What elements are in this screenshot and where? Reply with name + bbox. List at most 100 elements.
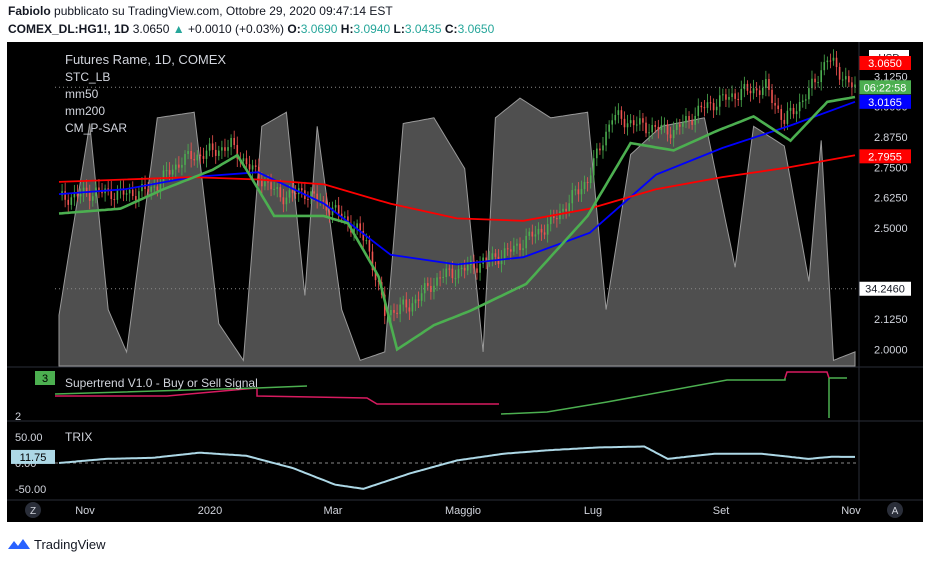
candle-body — [294, 193, 297, 195]
candle-body — [568, 203, 570, 212]
candle-body — [500, 258, 503, 265]
chart-frame[interactable]: 3.12503.00002.87502.75002.62502.50002.25… — [7, 42, 923, 522]
candle-body — [654, 125, 657, 127]
author-name[interactable]: Fabiolo — [8, 4, 51, 18]
candle-body — [780, 109, 783, 120]
candle-body — [838, 66, 841, 80]
candle-body — [187, 150, 189, 154]
price-tick-label: 2.1250 — [874, 314, 908, 326]
candle-body — [171, 169, 174, 175]
candle-body — [427, 283, 429, 286]
trix-tick-label: -50.00 — [15, 484, 46, 496]
candle-body — [368, 240, 371, 252]
candle-body — [660, 124, 663, 131]
candle-body — [319, 200, 322, 202]
candle-body — [706, 102, 709, 108]
candle-body — [276, 187, 279, 189]
candle-body — [728, 96, 730, 100]
candle-body — [337, 205, 340, 214]
candle-body — [273, 188, 275, 190]
supertrend-buy-line — [828, 377, 847, 418]
candle-body — [150, 187, 153, 192]
candle-body — [476, 268, 478, 273]
price-chart[interactable]: 3.12503.00002.87502.75002.62502.50002.25… — [7, 42, 923, 522]
candle-body — [549, 215, 552, 225]
candle-body — [184, 153, 186, 165]
candle-body — [605, 131, 607, 146]
candle-body — [371, 251, 374, 271]
candle-body — [522, 248, 524, 251]
candle-body — [159, 183, 162, 191]
candle-body — [340, 213, 343, 218]
candle-body — [107, 188, 109, 190]
candle-body — [506, 248, 509, 250]
candle-body — [430, 285, 432, 292]
price-badge-label: 34.2460 — [865, 284, 905, 296]
candle-body — [718, 95, 721, 107]
candle-body — [473, 260, 475, 269]
candle-body — [261, 179, 263, 187]
footer-brand[interactable]: TradingView — [8, 534, 106, 554]
candle-body — [165, 170, 168, 172]
candle-body — [451, 268, 454, 279]
open-value: 3.0690 — [300, 22, 338, 36]
candle-body — [88, 192, 91, 201]
candle-body — [113, 199, 116, 201]
candle-body — [786, 110, 789, 124]
candle-body — [156, 186, 159, 191]
candle-body — [70, 197, 73, 205]
candle-body — [396, 312, 398, 315]
candle-body — [482, 257, 484, 264]
candle-body — [491, 253, 494, 260]
candle-body — [110, 189, 113, 200]
legend-item-stc[interactable]: STC_LB — [65, 70, 111, 84]
candle-body — [254, 165, 257, 167]
legend-item-mm50[interactable]: mm50 — [65, 87, 99, 101]
price-badge — [859, 55, 911, 70]
candle-body — [411, 303, 414, 312]
candle-body — [433, 285, 435, 292]
candle-body — [356, 223, 358, 229]
supertrend-sell-line — [55, 387, 499, 405]
price-tick-label: 2.0000 — [874, 344, 908, 356]
candle-body — [190, 150, 192, 160]
candle-body — [537, 228, 540, 235]
candle-body — [534, 234, 537, 237]
symbol-name[interactable]: COMEX_DL:HG1!, 1D — [8, 22, 130, 36]
candle-body — [602, 145, 604, 151]
candle-body — [651, 125, 653, 133]
price-badge-label: 3.0650 — [868, 58, 902, 70]
candle-body — [688, 116, 690, 121]
candle-body — [580, 189, 583, 195]
candle-body — [611, 120, 614, 125]
candle-body — [202, 156, 205, 159]
legend-item-psar[interactable]: CM_P-SAR — [65, 121, 128, 135]
legend-item-mm200[interactable]: mm200 — [65, 104, 106, 118]
candle-body — [752, 88, 755, 94]
supertrend-badge-label: 3 — [42, 373, 48, 385]
candle-body — [138, 191, 140, 201]
candle-body — [685, 116, 687, 123]
supertrend-title[interactable]: Supertrend V1.0 - Buy or Sell Signal — [65, 376, 258, 390]
price-tick-label: 2.5000 — [874, 223, 908, 235]
candle-body — [817, 82, 819, 84]
candle-body — [832, 57, 835, 61]
supertrend-buy-line — [500, 378, 786, 415]
candle-body — [85, 187, 88, 193]
candle-body — [731, 93, 733, 97]
candle-body — [725, 94, 727, 100]
candle-body — [76, 192, 79, 197]
candle-body — [288, 190, 291, 198]
candle-body — [829, 60, 832, 62]
candle-body — [758, 90, 761, 95]
candle-body — [642, 118, 644, 123]
candle-body — [774, 102, 776, 106]
candle-body — [783, 119, 786, 124]
candle-body — [553, 215, 555, 218]
trix-title[interactable]: TRIX — [65, 430, 93, 444]
candle-body — [700, 105, 703, 108]
candle-body — [586, 181, 589, 183]
price-badge — [859, 149, 911, 164]
candle-body — [571, 190, 574, 204]
candle-body — [679, 124, 681, 127]
